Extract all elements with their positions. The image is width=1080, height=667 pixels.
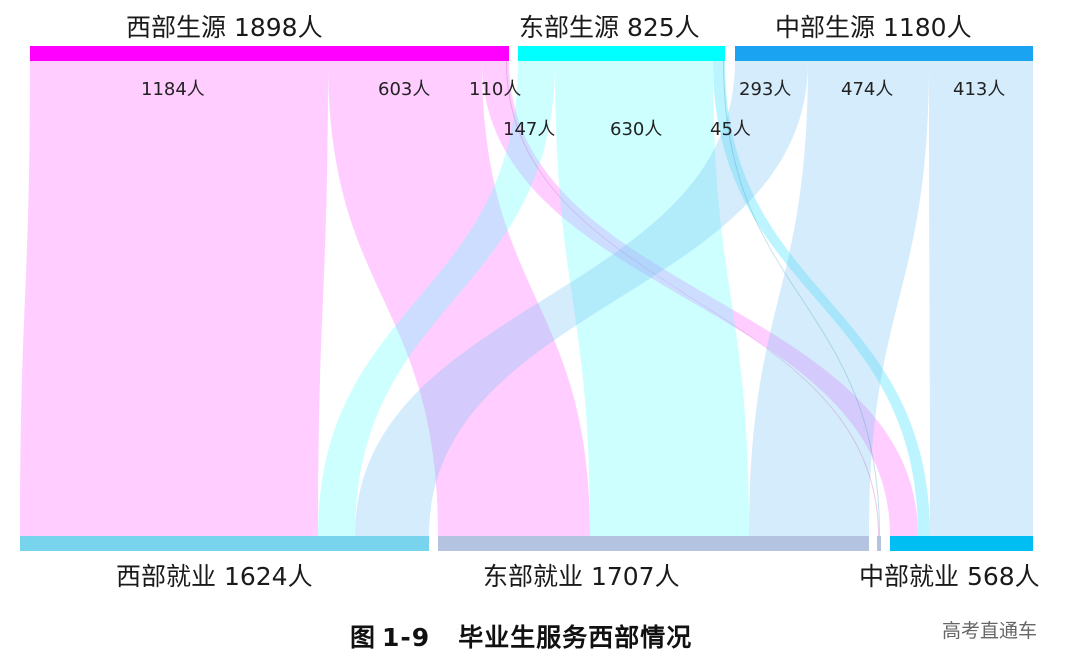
flow-label-west-east: 603人 xyxy=(378,79,431,100)
flow-label-east-central: 45人 xyxy=(710,119,751,140)
target-node-bar-3 xyxy=(890,536,1033,551)
flow-label-west-west: 1184人 xyxy=(141,79,205,100)
target-node-bar-0 xyxy=(20,536,429,551)
watermark: 高考直通车 xyxy=(942,620,1038,642)
sankey-link-6 xyxy=(355,61,808,536)
sankey-link-10 xyxy=(723,61,880,536)
sankey-link-8 xyxy=(929,61,1033,536)
source-label-central: 中部生源 1180人 xyxy=(775,13,972,42)
caption-text: 毕业生服务西部情况 xyxy=(458,623,693,652)
source-node-bar-1 xyxy=(518,46,725,61)
target-label-west: 西部就业 1624人 xyxy=(116,562,313,591)
flow-label-central-east: 474人 xyxy=(841,79,894,100)
sankey-link-7 xyxy=(749,61,929,536)
flow-label-east-east: 630人 xyxy=(610,119,663,140)
source-label-east: 东部生源 825人 xyxy=(519,13,700,42)
source-node-bar-2 xyxy=(735,46,1033,61)
caption-prefix: 图 xyxy=(350,623,377,652)
caption-number: 1-9 xyxy=(382,623,431,652)
figure-caption: 图 1-9 毕业生服务西部情况 xyxy=(350,618,692,654)
flow-label-central-central: 413人 xyxy=(953,79,1006,100)
sankey-link-5 xyxy=(713,61,930,536)
target-label-east: 东部就业 1707人 xyxy=(483,562,680,591)
sankey-links xyxy=(20,61,1033,536)
sankey-link-0 xyxy=(20,61,328,536)
sankey-link-1 xyxy=(328,61,590,536)
sankey-link-4 xyxy=(555,61,749,536)
flow-label-east-west: 147人 xyxy=(503,119,556,140)
target-label-central: 中部就业 568人 xyxy=(859,562,1040,591)
source-node-bar-0 xyxy=(30,46,509,61)
target-node-bar-2 xyxy=(877,536,881,551)
sankey-link-2 xyxy=(482,61,918,536)
source-label-west: 西部生源 1898人 xyxy=(126,13,323,42)
sankey-link-3 xyxy=(318,61,555,536)
sankey-nodes xyxy=(20,46,1033,551)
sankey-link-9 xyxy=(506,61,879,536)
flow-label-west-central: 110人 xyxy=(469,79,522,100)
target-node-bar-1 xyxy=(438,536,869,551)
flow-label-central-west: 293人 xyxy=(739,79,792,100)
